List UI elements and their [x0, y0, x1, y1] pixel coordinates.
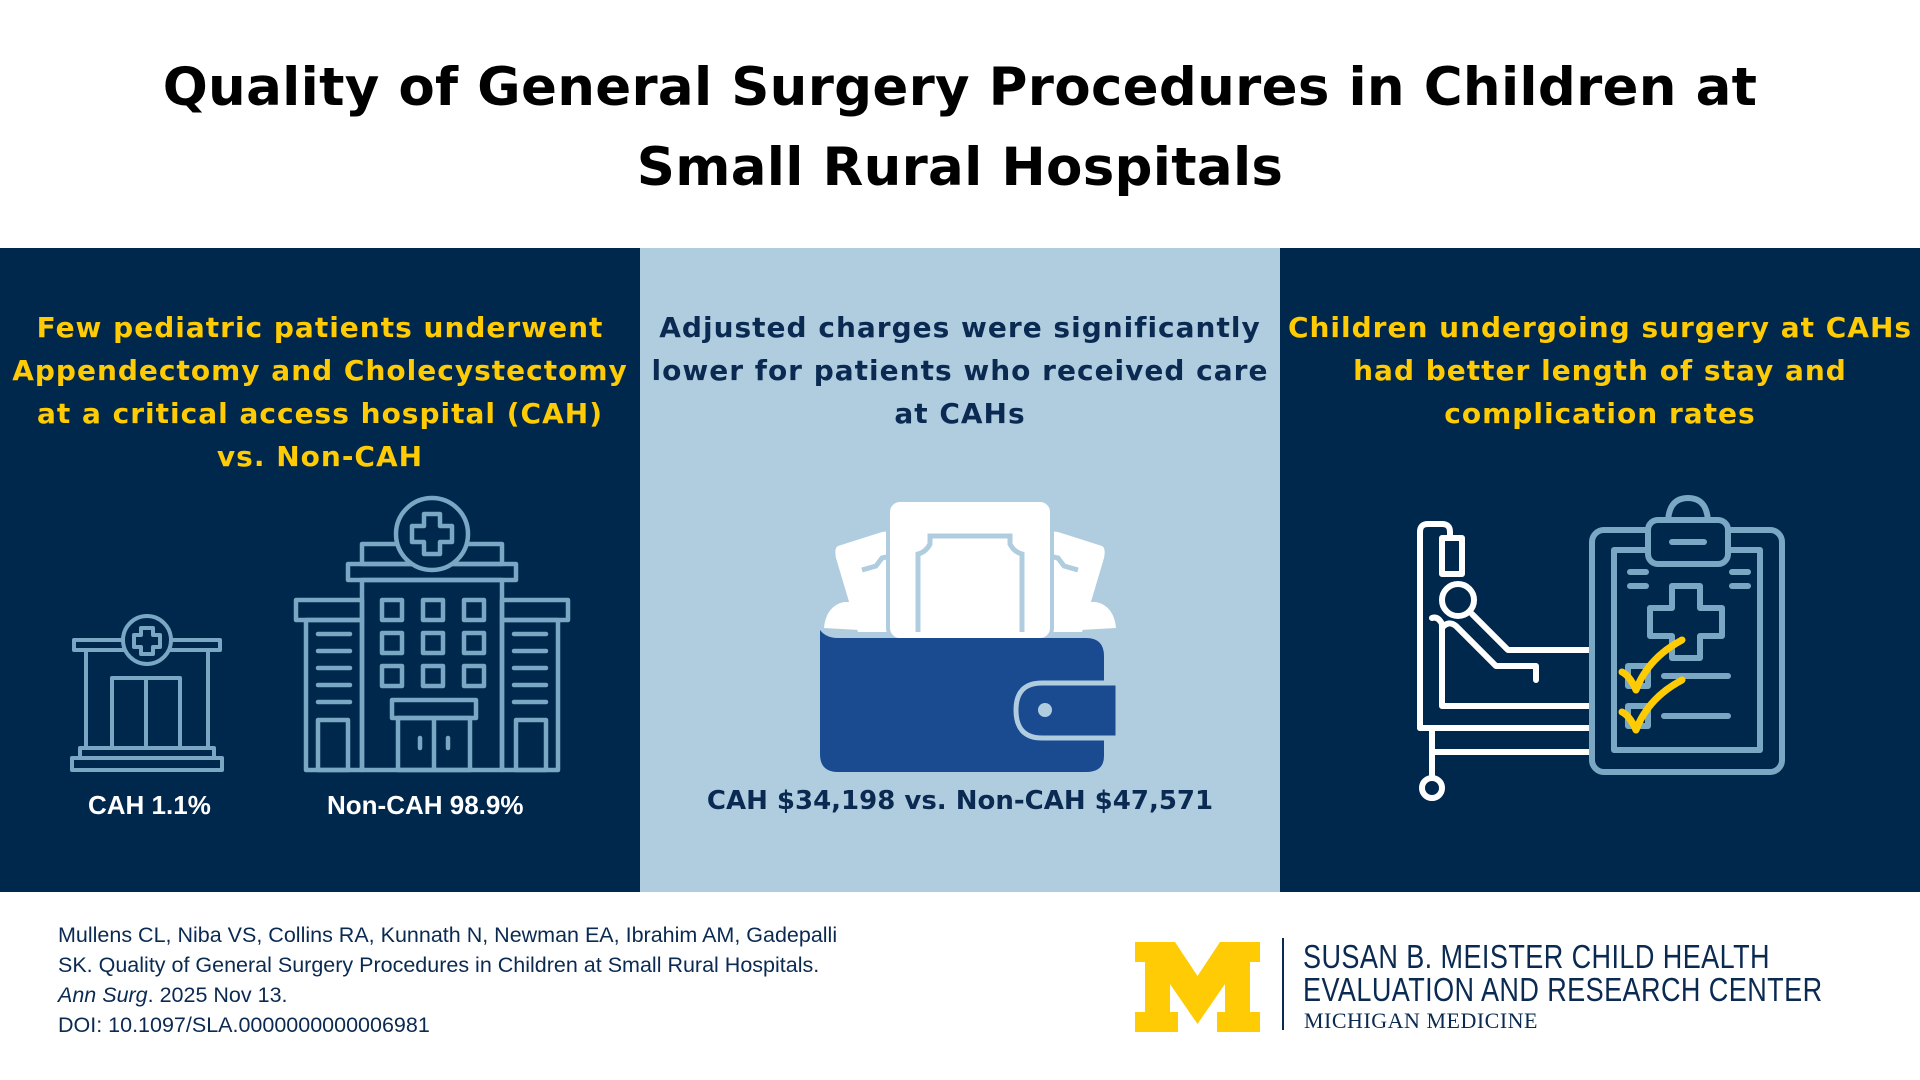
heading-line: Few pediatric patients underwent — [36, 311, 604, 344]
block-m-icon — [1135, 942, 1260, 1032]
panel-heading: Few pediatric patients underwent Appende… — [0, 306, 640, 478]
heading-line: at CAHs — [894, 397, 1026, 430]
citation-title: SK. Quality of General Surgery Procedure… — [58, 953, 820, 977]
clipboard-checklist-icon — [1589, 495, 1785, 775]
heading-line: at a critical access hospital (CAH) — [36, 397, 603, 430]
non-cah-stat: Non-CAH 98.9% — [327, 790, 524, 820]
page-title: Quality of General Surgery Procedures in… — [0, 48, 1920, 208]
logo-divider — [1282, 938, 1284, 1030]
panel-adjusted-charges: Adjusted charges were significantly lowe… — [640, 248, 1280, 892]
citation-authors: Mullens CL, Niba VS, Collins RA, Kunnath… — [58, 923, 838, 947]
heading-line: Appendectomy and Cholecystectomy — [12, 354, 628, 387]
logo-center-name-1: SUSAN B. MEISTER CHILD HEALTH — [1303, 938, 1770, 975]
title-line-2: Small Rural Hospitals — [636, 137, 1284, 198]
panel-cah-volume: Few pediatric patients underwent Appende… — [0, 248, 640, 892]
citation-journal-line: Ann Surg. 2025 Nov 13. — [58, 980, 837, 1010]
cah-stat: CAH 1.1% — [88, 790, 211, 820]
title-line-1: Quality of General Surgery Procedures in… — [162, 57, 1758, 118]
large-hospital-icon — [293, 495, 571, 773]
wallet-money-icon — [820, 498, 1121, 772]
citation: Mullens CL, Niba VS, Collins RA, Kunnath… — [58, 920, 837, 1040]
heading-line: Adjusted charges were significantly — [659, 311, 1261, 344]
heading-line: complication rates — [1444, 397, 1756, 430]
panel-outcomes: Children undergoing surgery at CAHs had … — [1280, 248, 1920, 892]
heading-line: had better length of stay and — [1353, 354, 1847, 387]
heading-line: vs. Non-CAH — [216, 440, 424, 473]
citation-date: . 2025 Nov 13. — [147, 983, 288, 1007]
heading-line: Children undergoing surgery at CAHs — [1287, 311, 1913, 344]
logo-center-name-2: EVALUATION AND RESEARCH CENTER — [1303, 971, 1823, 1008]
small-hospital-icon — [70, 614, 224, 772]
citation-doi: DOI: 10.1097/SLA.0000000000006981 — [58, 1013, 430, 1037]
panel-heading: Children undergoing surgery at CAHs had … — [1280, 306, 1920, 435]
panel-heading: Adjusted charges were significantly lowe… — [640, 306, 1280, 435]
logo-michigan-medicine: MICHIGAN MEDICINE — [1304, 1008, 1538, 1033]
hospital-bed-patient-icon — [1417, 521, 1615, 801]
citation-journal: Ann Surg — [58, 983, 148, 1007]
heading-line: lower for patients who received care — [651, 354, 1269, 387]
charges-stat: CAH $34,198 vs. Non-CAH $47,571 — [706, 786, 1214, 816]
